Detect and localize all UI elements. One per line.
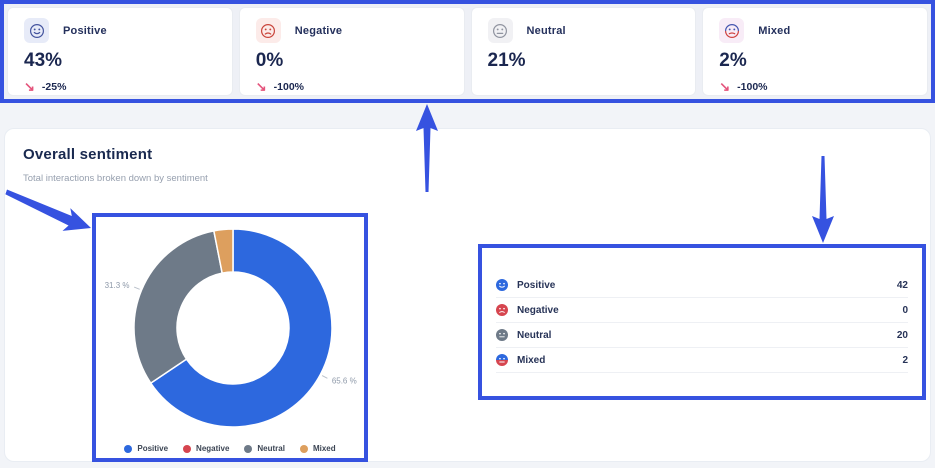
- legend-item-positive[interactable]: Positive: [124, 444, 168, 453]
- legend-label: Neutral: [257, 444, 285, 453]
- legend-dot-neutral: [244, 444, 253, 453]
- trend-down-icon: ↘: [24, 79, 35, 94]
- stat-card-negative: Negative 0% ↘ -100%: [238, 7, 465, 96]
- legend-dot-mixed: [299, 444, 308, 453]
- stat-card-label: Mixed: [758, 24, 791, 37]
- stat-card-header: Mixed: [719, 18, 911, 43]
- table-row-value: 0: [902, 304, 908, 316]
- stat-card-neutral: Neutral 21%: [470, 7, 697, 96]
- stat-card-label: Positive: [63, 24, 107, 37]
- stat-card-header: Positive: [24, 18, 216, 43]
- donut-slice-mixed: [212, 228, 234, 274]
- table-row-negative: Negative 0: [496, 298, 908, 323]
- table-row-label: Mixed: [517, 354, 546, 366]
- chart-legend: Positive Negative Neutral Mixed: [96, 444, 364, 453]
- table-row-label: Negative: [517, 304, 559, 316]
- stat-card-value: 2%: [719, 50, 747, 71]
- table-row-label: Positive: [517, 279, 556, 291]
- annotation-arrow-to-donut-chart: [5, 189, 91, 231]
- slice-label-tick: [321, 375, 328, 379]
- neutral-face-icon: [496, 329, 508, 341]
- stat-card-label: Negative: [294, 24, 343, 37]
- legend-label: Positive: [137, 444, 169, 453]
- page-title: Overall sentiment: [23, 146, 153, 163]
- stat-card-trend: ↘ -100%: [719, 80, 911, 93]
- neutral-face-icon: [487, 18, 513, 43]
- stat-card-label: Neutral: [526, 24, 566, 37]
- stat-card-header: Neutral: [487, 18, 680, 43]
- stat-card-trend: ↘ -25%: [24, 80, 216, 93]
- donut-slice-neutral: [133, 229, 224, 385]
- stat-card-header: Negative: [255, 18, 448, 43]
- stat-card-mixed: Mixed 2% ↘ -100%: [702, 7, 928, 96]
- table-row-mixed: Mixed 2: [496, 348, 908, 373]
- trend-value: -100%: [273, 80, 305, 93]
- table-row-positive: Positive 42: [496, 273, 908, 298]
- negative-frown-icon: [496, 304, 508, 316]
- legend-label: Negative: [196, 444, 230, 453]
- legend-item-negative[interactable]: Negative: [183, 444, 229, 453]
- stat-card-value: 21%: [487, 50, 526, 71]
- negative-frown-icon: [255, 18, 281, 43]
- donut-chart-annotation-box: 65.6 % 31.3 % Positive Negative Neutral M…: [92, 213, 368, 462]
- page-subtitle: Total interactions broken down by sentim…: [23, 173, 208, 184]
- positive-smiley-icon: [496, 279, 508, 291]
- stat-cards-row-annotation-box: Positive 43% ↘ -25% Negative 0% ↘ -100%: [0, 0, 935, 103]
- sentiment-donut-chart: 65.6 % 31.3 %: [105, 228, 357, 428]
- table-row-value: 42: [896, 279, 908, 291]
- slice-label-tick: [133, 286, 140, 290]
- trend-down-icon: ↘: [255, 79, 267, 94]
- stat-card-value: 43%: [24, 50, 63, 71]
- annotation-arrow-to-stat-cards: [416, 104, 438, 192]
- legend-label: Mixed: [312, 444, 336, 453]
- annotation-arrow-to-breakdown-table: [812, 156, 834, 243]
- trend-value: -25%: [41, 80, 67, 93]
- positive-smiley-icon: [24, 18, 49, 43]
- legend-dot-positive: [124, 444, 133, 453]
- legend-dot-negative: [183, 444, 192, 453]
- mixed-face-icon: [496, 354, 508, 366]
- sentiment-breakdown-table-annotation-box: Positive 42 Negative 0 Neutral 20 Mixed …: [478, 244, 926, 400]
- trend-value: -100%: [737, 80, 768, 93]
- legend-item-neutral[interactable]: Neutral: [244, 444, 285, 453]
- table-row-value: 2: [902, 354, 908, 366]
- stat-card-value: 0%: [255, 50, 284, 71]
- table-row-value: 20: [896, 329, 908, 341]
- slice-label-positive: 65.6 %: [332, 377, 357, 386]
- legend-item-mixed[interactable]: Mixed: [299, 444, 336, 453]
- donut-slice-positive: [149, 228, 333, 428]
- mixed-face-icon: [719, 18, 745, 43]
- slice-label-neutral: 31.3 %: [105, 281, 130, 290]
- table-row-label: Neutral: [517, 329, 552, 341]
- trend-down-icon: ↘: [719, 79, 731, 94]
- stat-card-trend: ↘ -100%: [256, 80, 448, 93]
- table-row-neutral: Neutral 20: [496, 323, 908, 348]
- stat-card-positive: Positive 43% ↘ -25%: [7, 7, 233, 96]
